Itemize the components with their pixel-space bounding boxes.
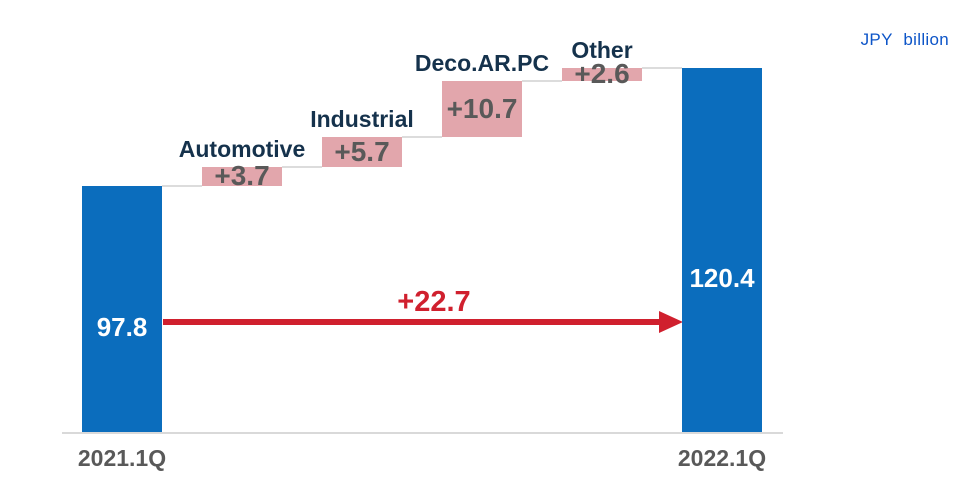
category-label-automotive: Automotive xyxy=(178,135,306,162)
bar-2022-1q xyxy=(682,68,762,433)
value-label-other: +2.6 xyxy=(574,58,630,90)
value-label-2021-1q: 97.8 xyxy=(96,312,148,342)
unit-label: JPY billion xyxy=(860,30,949,49)
total-change-arrow-line xyxy=(163,319,662,325)
value-label-deco-ar-pc: +10.7 xyxy=(446,93,518,125)
value-label-industrial: +5.7 xyxy=(334,135,390,167)
category-label-other: Other xyxy=(571,36,633,63)
bar-automotive xyxy=(202,166,282,187)
bar-industrial xyxy=(322,137,402,167)
axis-label-2022-1q: 2022.1Q xyxy=(677,445,767,471)
axis-label-2021-1q: 2021.1Q xyxy=(77,445,167,471)
connector xyxy=(642,66,682,69)
connector xyxy=(522,80,562,83)
total-change-label: +22.7 xyxy=(397,286,471,318)
total-change-arrow-head xyxy=(659,311,683,333)
category-label-deco-ar-pc: Deco.AR.PC xyxy=(414,50,550,77)
category-label-industrial: Industrial xyxy=(310,106,414,133)
bar-deco-ar-pc xyxy=(442,81,522,138)
value-label-automotive: +3.7 xyxy=(214,160,270,192)
bar-2021-1q xyxy=(82,186,162,433)
connector xyxy=(162,185,202,188)
bar-other xyxy=(562,67,642,82)
x-axis-line xyxy=(62,432,783,434)
value-label-2022-1q: 120.4 xyxy=(689,263,755,293)
connector xyxy=(402,136,442,139)
connector xyxy=(282,165,322,168)
